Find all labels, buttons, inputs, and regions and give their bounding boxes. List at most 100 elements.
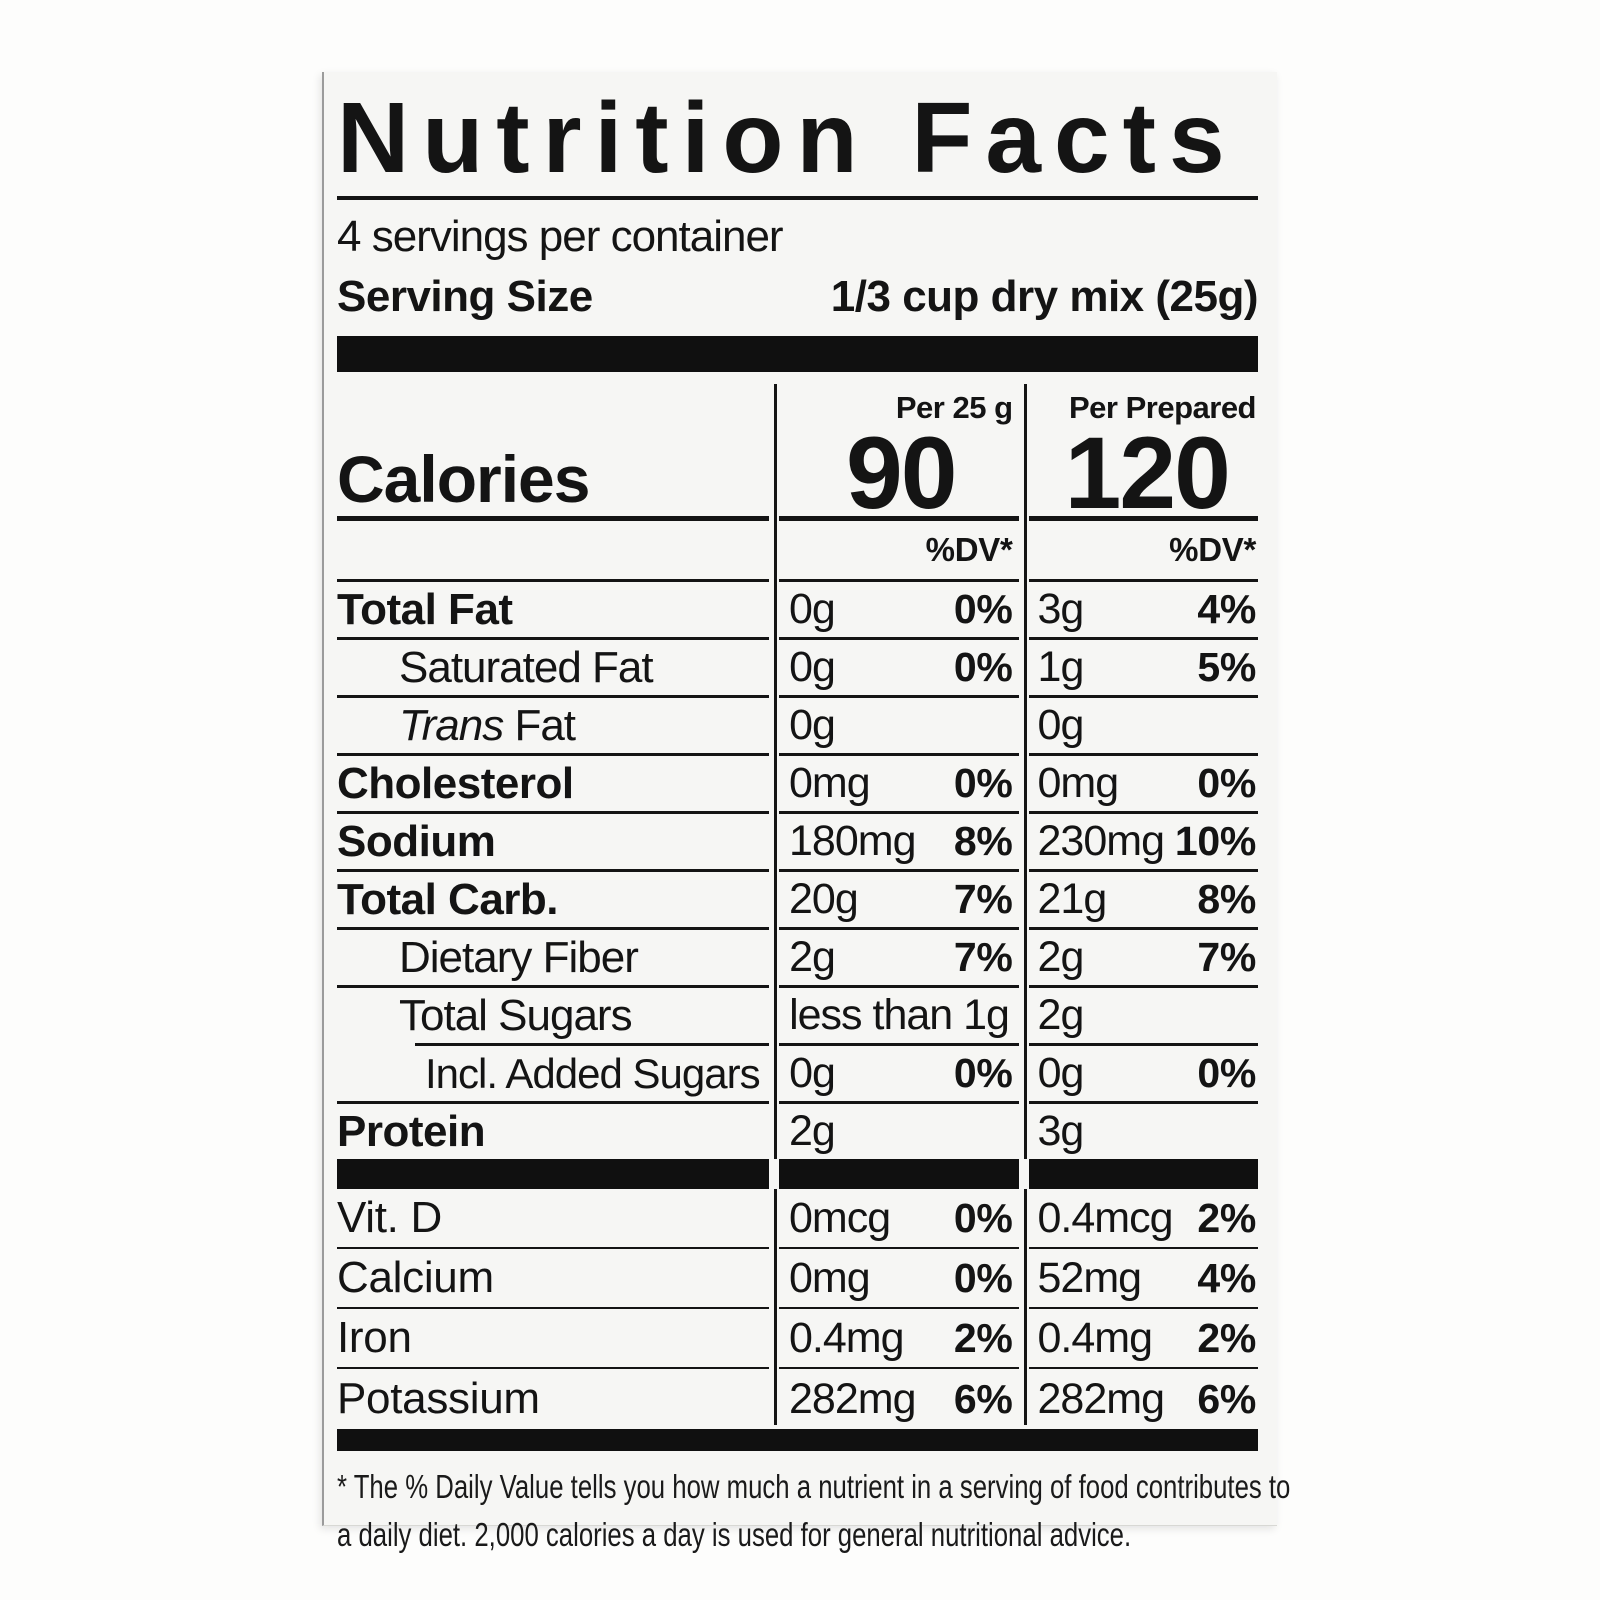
nutrient-row-vitamin-d: Vit. D 0mcg 0% 0.4mcg 2% — [337, 1189, 1258, 1247]
amount-prepared: 21g — [1037, 875, 1108, 923]
rule — [337, 1101, 1258, 1104]
servings-per-container: 4 servings per container — [337, 212, 784, 261]
amount-prepared: 3g — [1037, 1107, 1085, 1155]
nutrient-row-sodium: Sodium 180mg 8% 230mg 10% — [337, 814, 1258, 869]
nutrient-name: Protein — [337, 1106, 486, 1156]
amount-per-25g: 180mg — [789, 817, 916, 865]
nutrient-name: Incl. Added Sugars — [425, 1049, 761, 1097]
amount-per-25g: 0g — [789, 585, 836, 633]
rule — [337, 695, 1258, 698]
rule — [337, 579, 1258, 582]
amount-prepared: 0.4mcg — [1037, 1193, 1174, 1242]
nutrient-name: Sodium — [337, 816, 496, 866]
dv-per-25g: 2% — [953, 1314, 1013, 1361]
dv-per-25g: 8% — [953, 818, 1013, 864]
rule — [337, 516, 1258, 521]
rule — [337, 753, 1258, 756]
amount-per-25g: 0mcg — [789, 1193, 891, 1242]
rule — [337, 811, 1258, 814]
separator-bar-middle — [337, 1159, 1258, 1189]
amount-prepared: 230mg — [1037, 817, 1165, 865]
amount-per-25g: 0g — [789, 643, 836, 691]
dv-prepared: 2% — [1197, 1194, 1256, 1241]
rule — [337, 1367, 1258, 1369]
nutrient-row-protein: Protein 2g 3g — [337, 1104, 1258, 1159]
calories-per-25g: 90 — [846, 416, 957, 531]
amount-per-25g: 0g — [789, 1049, 836, 1097]
amount-prepared: 1g — [1037, 643, 1085, 691]
nutrient-name: Potassium — [337, 1374, 540, 1423]
amount-prepared: 52mg — [1037, 1253, 1143, 1302]
nutrient-row-trans-fat: Trans Fat 0g 0g — [337, 698, 1258, 753]
separator-bar-bottom — [337, 1429, 1258, 1451]
dv-header-row: %DV* %DV* — [337, 521, 1258, 579]
amount-prepared: 0g — [1037, 1049, 1085, 1097]
nutrient-row-saturated-fat: Saturated Fat 0g 0% 1g 5% — [337, 640, 1258, 695]
rule — [337, 985, 1258, 988]
rule — [337, 869, 1258, 872]
per-prepared-header: Per Prepared — [1069, 390, 1257, 425]
dv-prepared: 0% — [1197, 760, 1256, 806]
amount-prepared: 0mg — [1037, 759, 1120, 807]
nutrient-row-calcium: Calcium 0mg 0% 52mg 4% — [337, 1249, 1258, 1307]
serving-size-label: Serving Size — [337, 272, 593, 321]
nutrient-row-total-carb: Total Carb. 20g 7% 21g 8% — [337, 872, 1258, 927]
dv-prepared: 6% — [1197, 1375, 1256, 1422]
calories-per-prepared: 120 — [1064, 416, 1231, 531]
nutrient-row-potassium: Potassium 282mg 6% 282mg 6% — [337, 1369, 1258, 1429]
dv-per-25g: 0% — [953, 1254, 1013, 1301]
dv-prepared: 2% — [1197, 1314, 1256, 1361]
dv-per-25g: 7% — [953, 876, 1013, 922]
amount-prepared: 0g — [1037, 701, 1085, 749]
nutrient-name-italic: Trans — [399, 700, 504, 750]
nutrition-facts-label: Nutrition Facts 4 servings per container… — [322, 72, 1290, 1553]
nutrient-name: Total Carb. — [337, 874, 559, 924]
dv-prepared: 4% — [1197, 586, 1256, 632]
nutrient-row-cholesterol: Cholesterol 0mg 0% 0mg 0% — [337, 756, 1258, 811]
dv-prepared: 5% — [1197, 644, 1257, 690]
nutrient-row-total-fat: Total Fat 0g 0% 3g 4% — [337, 582, 1258, 637]
nutrient-name: Iron — [337, 1313, 412, 1362]
amount-per-25g: 2g — [789, 933, 836, 981]
nutrient-name: Total Sugars — [399, 990, 633, 1040]
dv-per-25g: 0% — [953, 586, 1013, 632]
nutrient-table: Calories Per 25 g 90 Per Prepared 120 %D… — [337, 384, 1258, 1429]
rule — [337, 1043, 1258, 1046]
column-divider — [774, 384, 777, 1159]
amount-prepared: 2g — [1037, 991, 1085, 1039]
title-rule — [337, 196, 1258, 200]
nutrient-name: Saturated Fat — [399, 642, 654, 692]
amount-per-25g: 0.4mg — [789, 1313, 905, 1362]
dv-prepared: 7% — [1197, 934, 1257, 980]
separator-bar-top — [337, 336, 1258, 372]
daily-value-footnote: * The % Daily Value tells you how much a… — [337, 1463, 1290, 1559]
footnote-line-2: a daily diet. 2,000 calories a day is us… — [337, 1515, 1132, 1553]
serving-size-row: Serving Size 1/3 cup dry mix (25g) — [337, 272, 1259, 322]
column-divider — [774, 1189, 777, 1425]
per-25g-header: Per 25 g — [895, 390, 1013, 425]
dv-per-25g: 7% — [953, 934, 1013, 980]
dv-per-25g: 0% — [953, 644, 1013, 690]
rule — [337, 1307, 1258, 1309]
amount-prepared: 0.4mg — [1037, 1313, 1154, 1362]
nutrient-name: Total Fat — [337, 584, 513, 634]
amount-prepared: 2g — [1037, 933, 1085, 981]
amount-per-25g: 0mg — [789, 759, 871, 807]
amount-per-25g: 282mg — [789, 1374, 916, 1423]
nutrient-row-dietary-fiber: Dietary Fiber 2g 7% 2g 7% — [337, 930, 1258, 985]
nutrient-name: Calcium — [337, 1253, 494, 1302]
amount-per-25g: 2g — [789, 1107, 836, 1155]
amount-prepared: 282mg — [1037, 1374, 1165, 1423]
nutrient-row-total-sugars: Total Sugars less than 1g 2g — [337, 988, 1258, 1043]
dv-header-col1: %DV* — [925, 531, 1013, 568]
amount-prepared: 3g — [1037, 585, 1085, 633]
dv-prepared: 8% — [1197, 876, 1256, 922]
nutrient-name: Cholesterol — [337, 758, 574, 808]
column-divider — [1024, 384, 1027, 1159]
amount-per-25g: 20g — [789, 875, 859, 923]
dv-prepared: 10% — [1174, 818, 1256, 864]
nutrient-row-added-sugars: Incl. Added Sugars 0g 0% 0g 0% — [337, 1046, 1258, 1101]
nutrient-name: Dietary Fiber — [399, 932, 639, 982]
amount-per-25g: 0mg — [789, 1253, 871, 1302]
